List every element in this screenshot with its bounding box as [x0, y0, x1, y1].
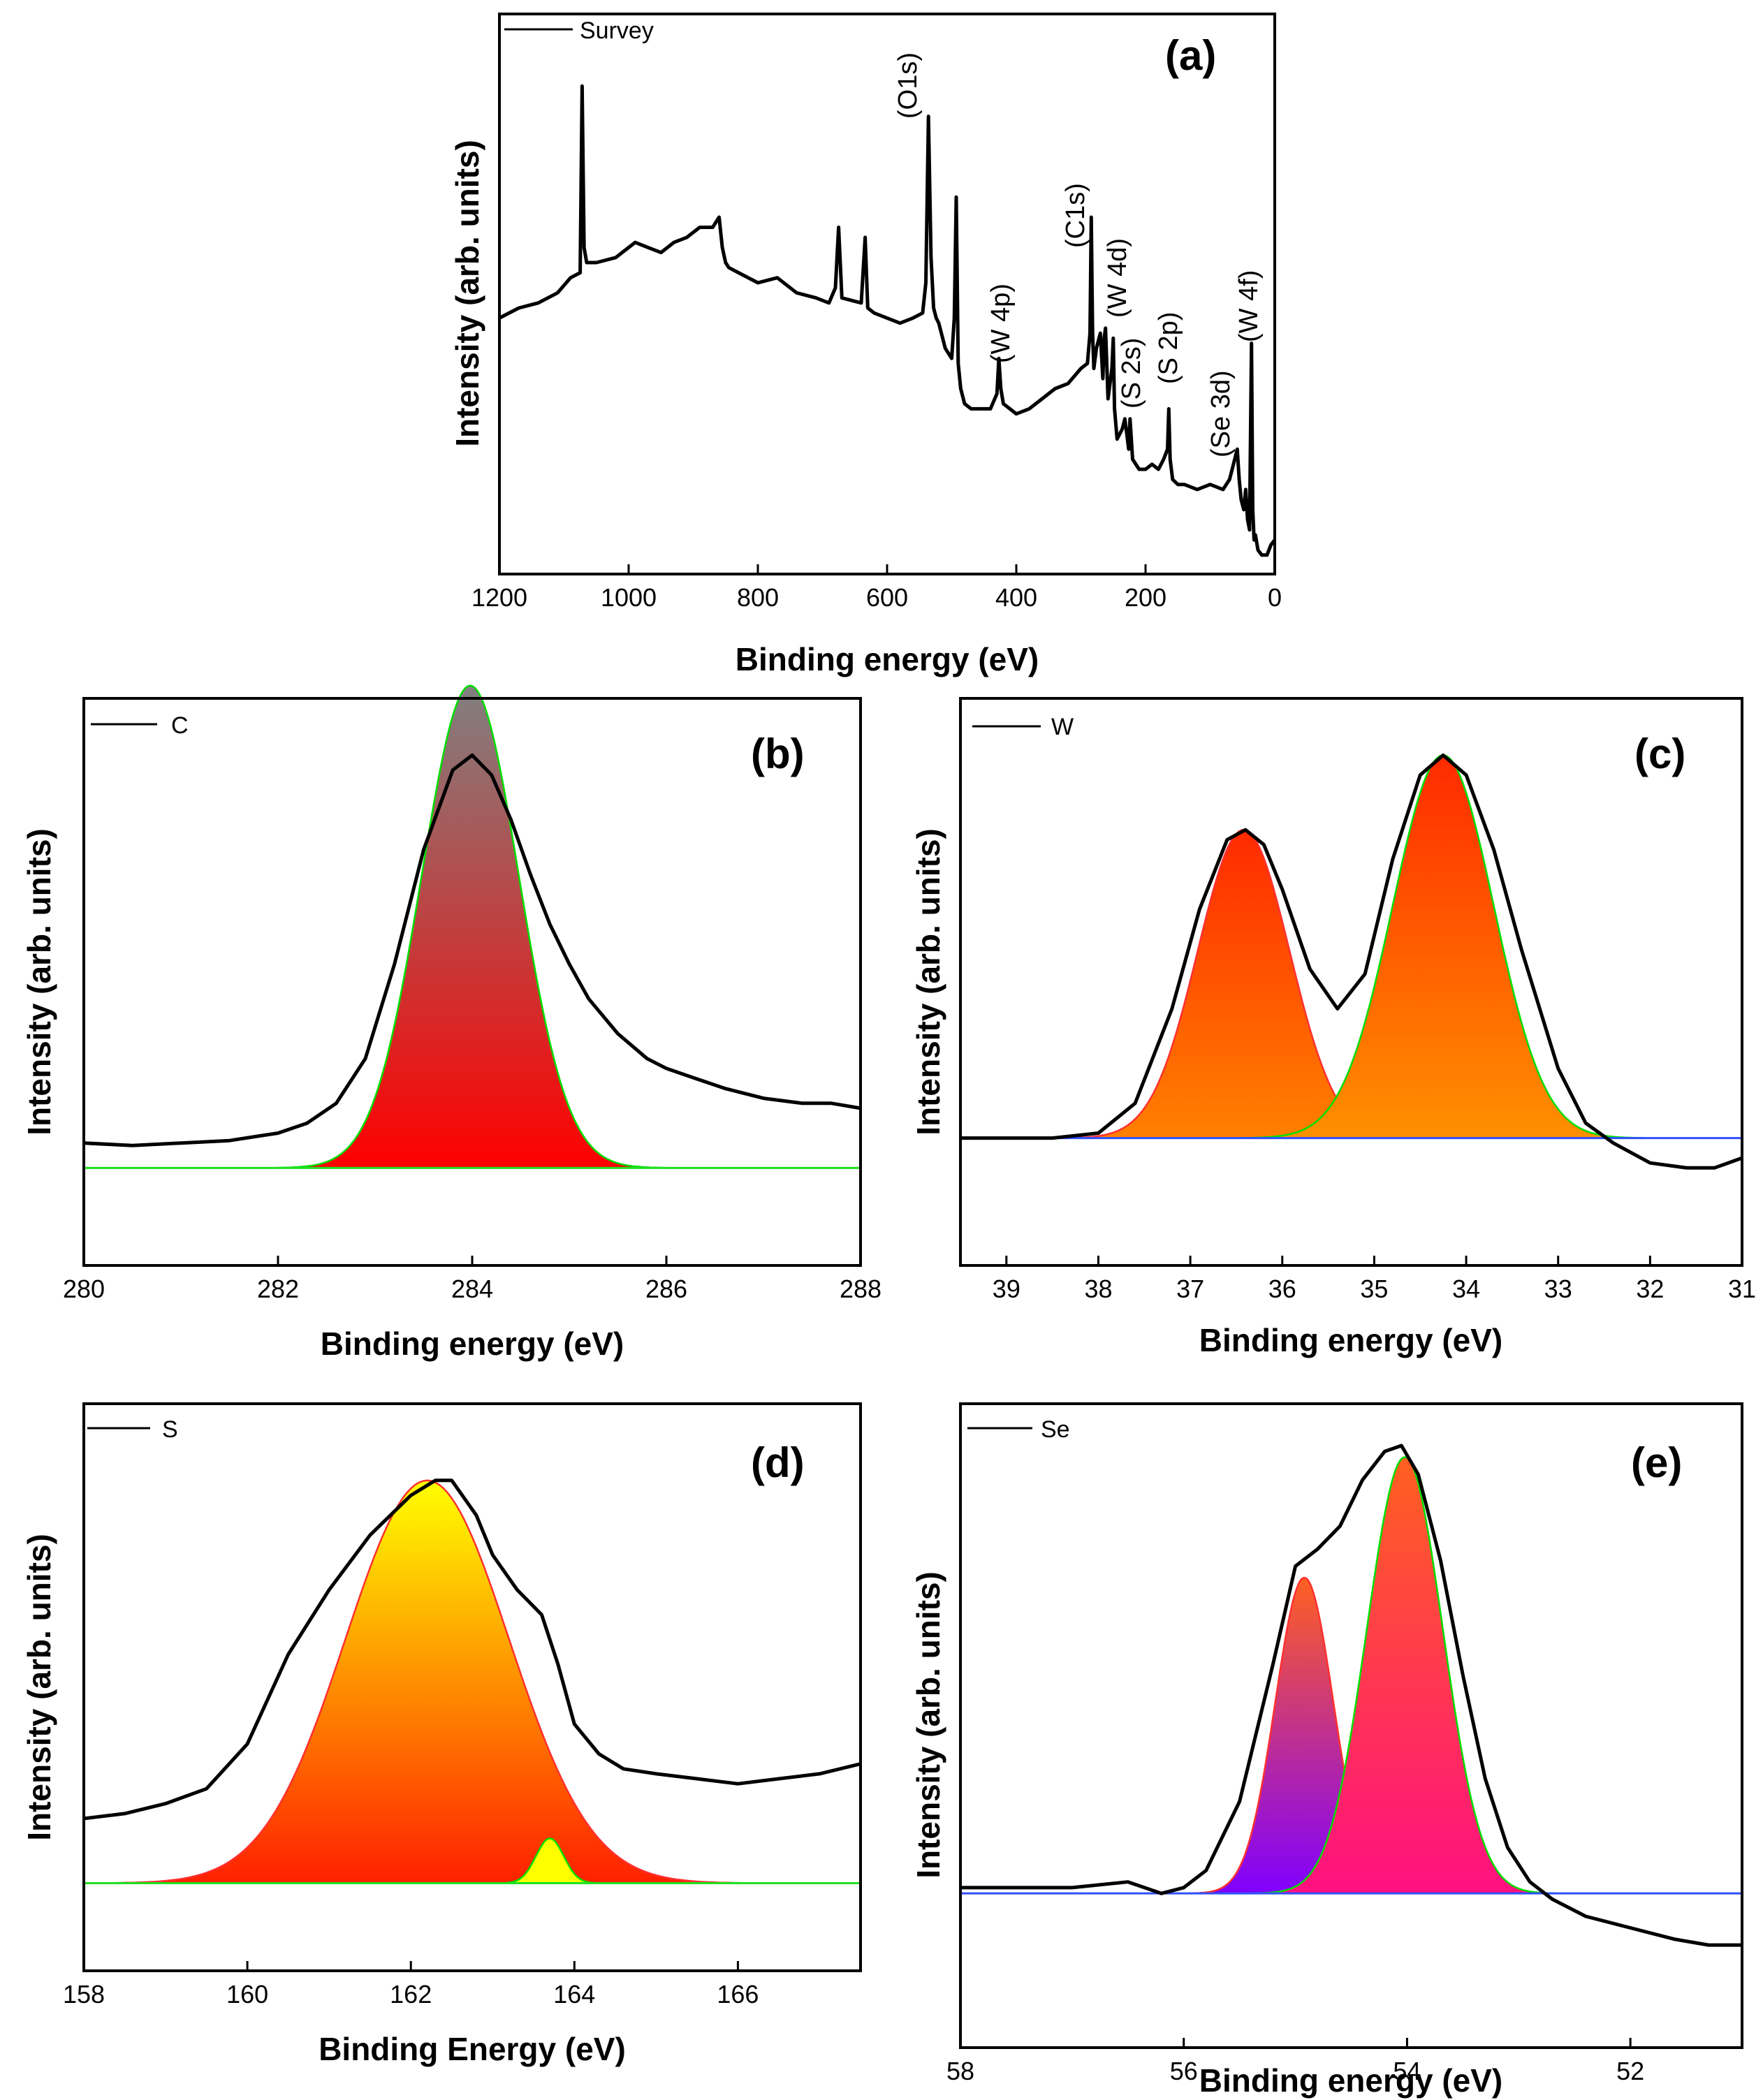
y-axis-label-b: Intensity (arb. units) — [21, 828, 57, 1136]
annotation-w4d: (W 4d) — [1103, 238, 1132, 318]
y-axis-label-c: Intensity (arb. units) — [910, 828, 946, 1136]
plot-area-d — [83, 1478, 861, 1885]
panel-b: C (b) 280 282 284 286 288 Binding energy (eV… — [21, 684, 882, 1362]
panel-label-d: (d) — [751, 1439, 805, 1486]
legend-label-d: S — [162, 1416, 178, 1443]
fit-peak-b-1 — [276, 685, 665, 1168]
x-tick-label-c-8: 31 — [1728, 1275, 1756, 1303]
x-tick-label-e-2: 54 — [1393, 2057, 1421, 2085]
x-tick-label-b-2: 284 — [451, 1275, 493, 1303]
x-tick-label-a-6: 0 — [1268, 583, 1282, 612]
axes-frame-c — [959, 697, 1743, 1267]
x-tick-label-e-1: 56 — [1170, 2057, 1198, 2085]
x-tick-label-c-2: 37 — [1176, 1275, 1204, 1303]
panel-label-c: (c) — [1634, 730, 1685, 777]
legend-label-b: C — [171, 712, 189, 739]
annotation-c1s: (C1s) — [1061, 183, 1090, 248]
legend-label-c: W — [1051, 714, 1074, 740]
fit-peak-outline-e-2 — [1252, 1456, 1557, 1895]
panel-c: W (c) 39 38 37 36 35 34 33 32 31 Binding energy … — [910, 697, 1756, 1358]
fit-peak-outline-d-2 — [494, 1837, 606, 1884]
fit-peak-e-1 — [1188, 1578, 1421, 1894]
fit-peak-e-2 — [1252, 1457, 1557, 1894]
x-tick-label-b-1: 282 — [257, 1275, 299, 1303]
series-line-d-1 — [83, 1478, 861, 1821]
panel-label-b: (b) — [751, 730, 805, 777]
panel-d: S (d) 158 160 162 164 166 Binding Energy (eV… — [21, 1402, 862, 2067]
x-tick-label-e-3: 52 — [1616, 2057, 1644, 2085]
annotation-s2p: (S 2p) — [1154, 312, 1183, 384]
plot-area-b — [83, 684, 861, 1169]
x-tick-label-d-0: 158 — [63, 1980, 105, 2009]
y-axis-label-e: Intensity (arb. units) — [910, 1571, 946, 1879]
plot-area-c — [960, 753, 1743, 1170]
x-tick-label-d-2: 162 — [390, 1980, 432, 2009]
x-tick-label-a-0: 1200 — [471, 583, 527, 612]
fit-peak-d-1 — [100, 1480, 754, 1884]
panel-label-a: (a) — [1165, 32, 1216, 79]
x-tick-label-a-3: 600 — [866, 583, 908, 612]
x-tick-label-e-0: 58 — [946, 2057, 974, 2085]
axes-frame-d — [82, 1402, 862, 1972]
x-tick-label-c-4: 35 — [1360, 1275, 1388, 1303]
fit-peak-c-1 — [1060, 830, 1428, 1138]
x-tick-label-b-0: 280 — [63, 1275, 105, 1303]
panel-label-e: (e) — [1631, 1439, 1682, 1486]
annotation-s2s: (S 2s) — [1117, 338, 1146, 409]
legend-label-a: Survey — [580, 17, 654, 44]
x-tick-label-a-4: 400 — [995, 583, 1037, 612]
x-axis-label-e: Binding energy (eV) — [1199, 2062, 1502, 2099]
x-axis-c: 39 38 37 36 35 34 33 32 31 — [993, 1256, 1756, 1303]
x-axis-label-a: Binding energy (eV) — [736, 641, 1039, 677]
x-tick-label-c-5: 34 — [1452, 1275, 1480, 1303]
series-line-b-1 — [83, 753, 861, 1147]
x-axis-a: 1200 1000 800 600 400 200 0 — [471, 564, 1282, 612]
fit-peak-outline-b-1 — [276, 684, 665, 1169]
legend-label-e: Se — [1041, 1416, 1070, 1443]
annotation-o1s: (O1s) — [893, 52, 923, 119]
x-axis-e: 58 56 54 52 — [946, 2038, 1644, 2085]
x-tick-label-d-3: 164 — [553, 1980, 595, 2009]
x-tick-label-a-1: 1000 — [601, 583, 657, 612]
fit-peak-c-2 — [1241, 755, 1646, 1138]
x-axis-label-b: Binding energy (eV) — [321, 1326, 624, 1362]
series-line-a-1 — [498, 84, 1276, 557]
fit-peak-d-2 — [494, 1838, 606, 1884]
x-axis-b: 280 282 284 286 288 — [63, 1256, 882, 1303]
x-tick-label-b-4: 288 — [840, 1275, 882, 1303]
x-tick-label-c-6: 33 — [1544, 1275, 1572, 1303]
annotation-se3d: (Se 3d) — [1206, 370, 1236, 457]
x-tick-label-d-1: 160 — [226, 1980, 268, 2009]
peak-annotations-a: (O1s) (W 4p) (C1s) (W 4d) (S 2s) (S 2p) … — [893, 52, 1264, 457]
x-axis-d: 158 160 162 164 166 — [63, 1961, 759, 2009]
panel-a: Survey (a) 1200 1000 800 600 400 200 0 Binding… — [449, 13, 1282, 677]
x-tick-label-d-4: 166 — [717, 1980, 759, 2009]
fit-peak-outline-d-1 — [100, 1479, 754, 1884]
x-tick-label-c-7: 32 — [1636, 1275, 1664, 1303]
series-line-e-1 — [960, 1444, 1742, 1947]
x-tick-label-c-0: 39 — [993, 1275, 1021, 1303]
x-tick-label-a-5: 200 — [1125, 583, 1166, 612]
annotation-w4p: (W 4p) — [986, 284, 1016, 363]
plot-area-a — [498, 84, 1276, 557]
x-tick-label-b-3: 286 — [645, 1275, 687, 1303]
panel-e: Se (e) 58 56 54 52 Binding energy (eV) Inte… — [910, 1402, 1743, 2099]
y-axis-label-a: Intensity (arb. units) — [449, 140, 485, 447]
x-axis-label-c: Binding energy (eV) — [1199, 1322, 1502, 1358]
annotation-w4f: (W 4f) — [1234, 270, 1264, 342]
x-axis-label-d: Binding Energy (eV) — [319, 2031, 626, 2067]
axes-frame-e — [959, 1402, 1743, 2049]
x-tick-label-c-3: 36 — [1268, 1275, 1296, 1303]
axes-frame-a — [498, 13, 1276, 575]
x-tick-label-c-1: 38 — [1084, 1275, 1112, 1303]
x-tick-label-a-2: 800 — [737, 583, 779, 612]
plot-area-e — [960, 1444, 1742, 1947]
series-line-c-1 — [960, 753, 1743, 1170]
y-axis-label-d: Intensity (arb. units) — [21, 1534, 57, 1841]
